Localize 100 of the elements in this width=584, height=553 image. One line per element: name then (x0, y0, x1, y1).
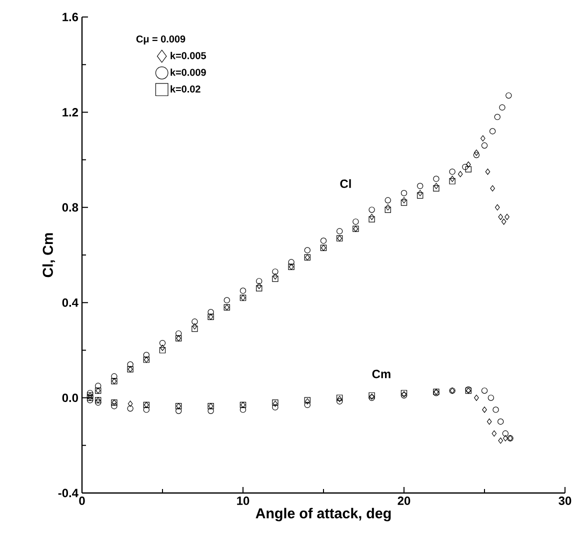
point (400, 190, 408, 196)
point (489, 128, 496, 134)
point (127, 361, 134, 368)
point (482, 406, 487, 413)
point (159, 347, 166, 354)
point (418, 190, 422, 196)
point (498, 418, 504, 425)
x-tick-label: 20 (398, 496, 410, 505)
y-axis-title: Cl, Cm (42, 233, 56, 278)
point (480, 135, 486, 142)
legend-title: Cμ = 0.009 (136, 35, 186, 44)
point (304, 247, 310, 254)
point (208, 408, 214, 414)
point (501, 218, 506, 225)
point (492, 430, 497, 437)
legend-label: k=0.009 (170, 68, 206, 76)
point (492, 406, 499, 413)
point (481, 388, 488, 394)
point (433, 176, 440, 182)
point (192, 323, 198, 330)
point (504, 214, 510, 220)
point (474, 150, 479, 156)
point (490, 185, 495, 192)
point (458, 170, 463, 178)
point (208, 309, 214, 316)
x-tick-label: 0 (79, 496, 85, 505)
point (224, 297, 230, 304)
point (272, 404, 278, 410)
annotation: Cl (340, 179, 351, 188)
x-tick-label: 30 (558, 496, 572, 506)
point (494, 204, 500, 210)
point (368, 206, 375, 213)
point (450, 176, 455, 182)
point (434, 182, 439, 190)
point (481, 142, 488, 149)
point (449, 178, 456, 184)
y-tick-label: 1.6 (62, 12, 78, 22)
point (473, 152, 480, 158)
point (288, 259, 294, 266)
point (417, 192, 424, 199)
annotation: Cm (372, 370, 390, 378)
x-axis-title: Angle of attack, deg (256, 508, 391, 522)
y-tick-label: 0.0 (62, 394, 78, 402)
legend-label: k=0.02 (170, 85, 200, 93)
y-tick-label: 0.8 (62, 203, 78, 212)
point (240, 406, 246, 413)
point (143, 406, 150, 413)
point (474, 394, 479, 401)
y-tick-label: 1.2 (62, 108, 78, 116)
point (128, 400, 133, 407)
point (160, 344, 165, 351)
point (400, 200, 408, 206)
point (498, 438, 503, 444)
point (449, 168, 456, 175)
point (369, 214, 374, 220)
point (159, 340, 166, 346)
point (272, 273, 278, 280)
point (498, 214, 503, 220)
point (503, 435, 508, 442)
point (506, 92, 512, 99)
point (386, 204, 390, 210)
point (384, 206, 391, 213)
point (488, 394, 494, 401)
point (95, 382, 102, 389)
point (256, 278, 262, 284)
point (485, 168, 490, 175)
point (494, 114, 500, 120)
point (111, 403, 118, 410)
point (143, 352, 150, 358)
point (352, 218, 359, 225)
point (95, 399, 102, 406)
point (368, 216, 375, 222)
point (465, 166, 472, 172)
point (502, 430, 509, 437)
point (272, 268, 278, 275)
y-tick-label: -0.4 (58, 488, 78, 498)
point (176, 330, 182, 337)
point (417, 182, 424, 190)
point (486, 418, 492, 425)
point (272, 276, 278, 282)
point (86, 397, 94, 404)
point (433, 185, 440, 192)
point (256, 282, 262, 290)
y-tick-label: 0.4 (62, 298, 78, 307)
point (304, 402, 310, 408)
point (127, 405, 134, 412)
point (111, 373, 118, 380)
point (466, 161, 471, 168)
point (176, 408, 182, 414)
point (336, 228, 343, 234)
point (256, 285, 262, 292)
legend-label: k=0.005 (170, 52, 206, 60)
point (320, 238, 327, 244)
point (402, 197, 406, 204)
point (384, 197, 391, 204)
x-tick-label: 10 (237, 496, 250, 505)
point (240, 288, 246, 294)
point (336, 398, 343, 404)
point (462, 164, 468, 170)
point (499, 104, 506, 111)
